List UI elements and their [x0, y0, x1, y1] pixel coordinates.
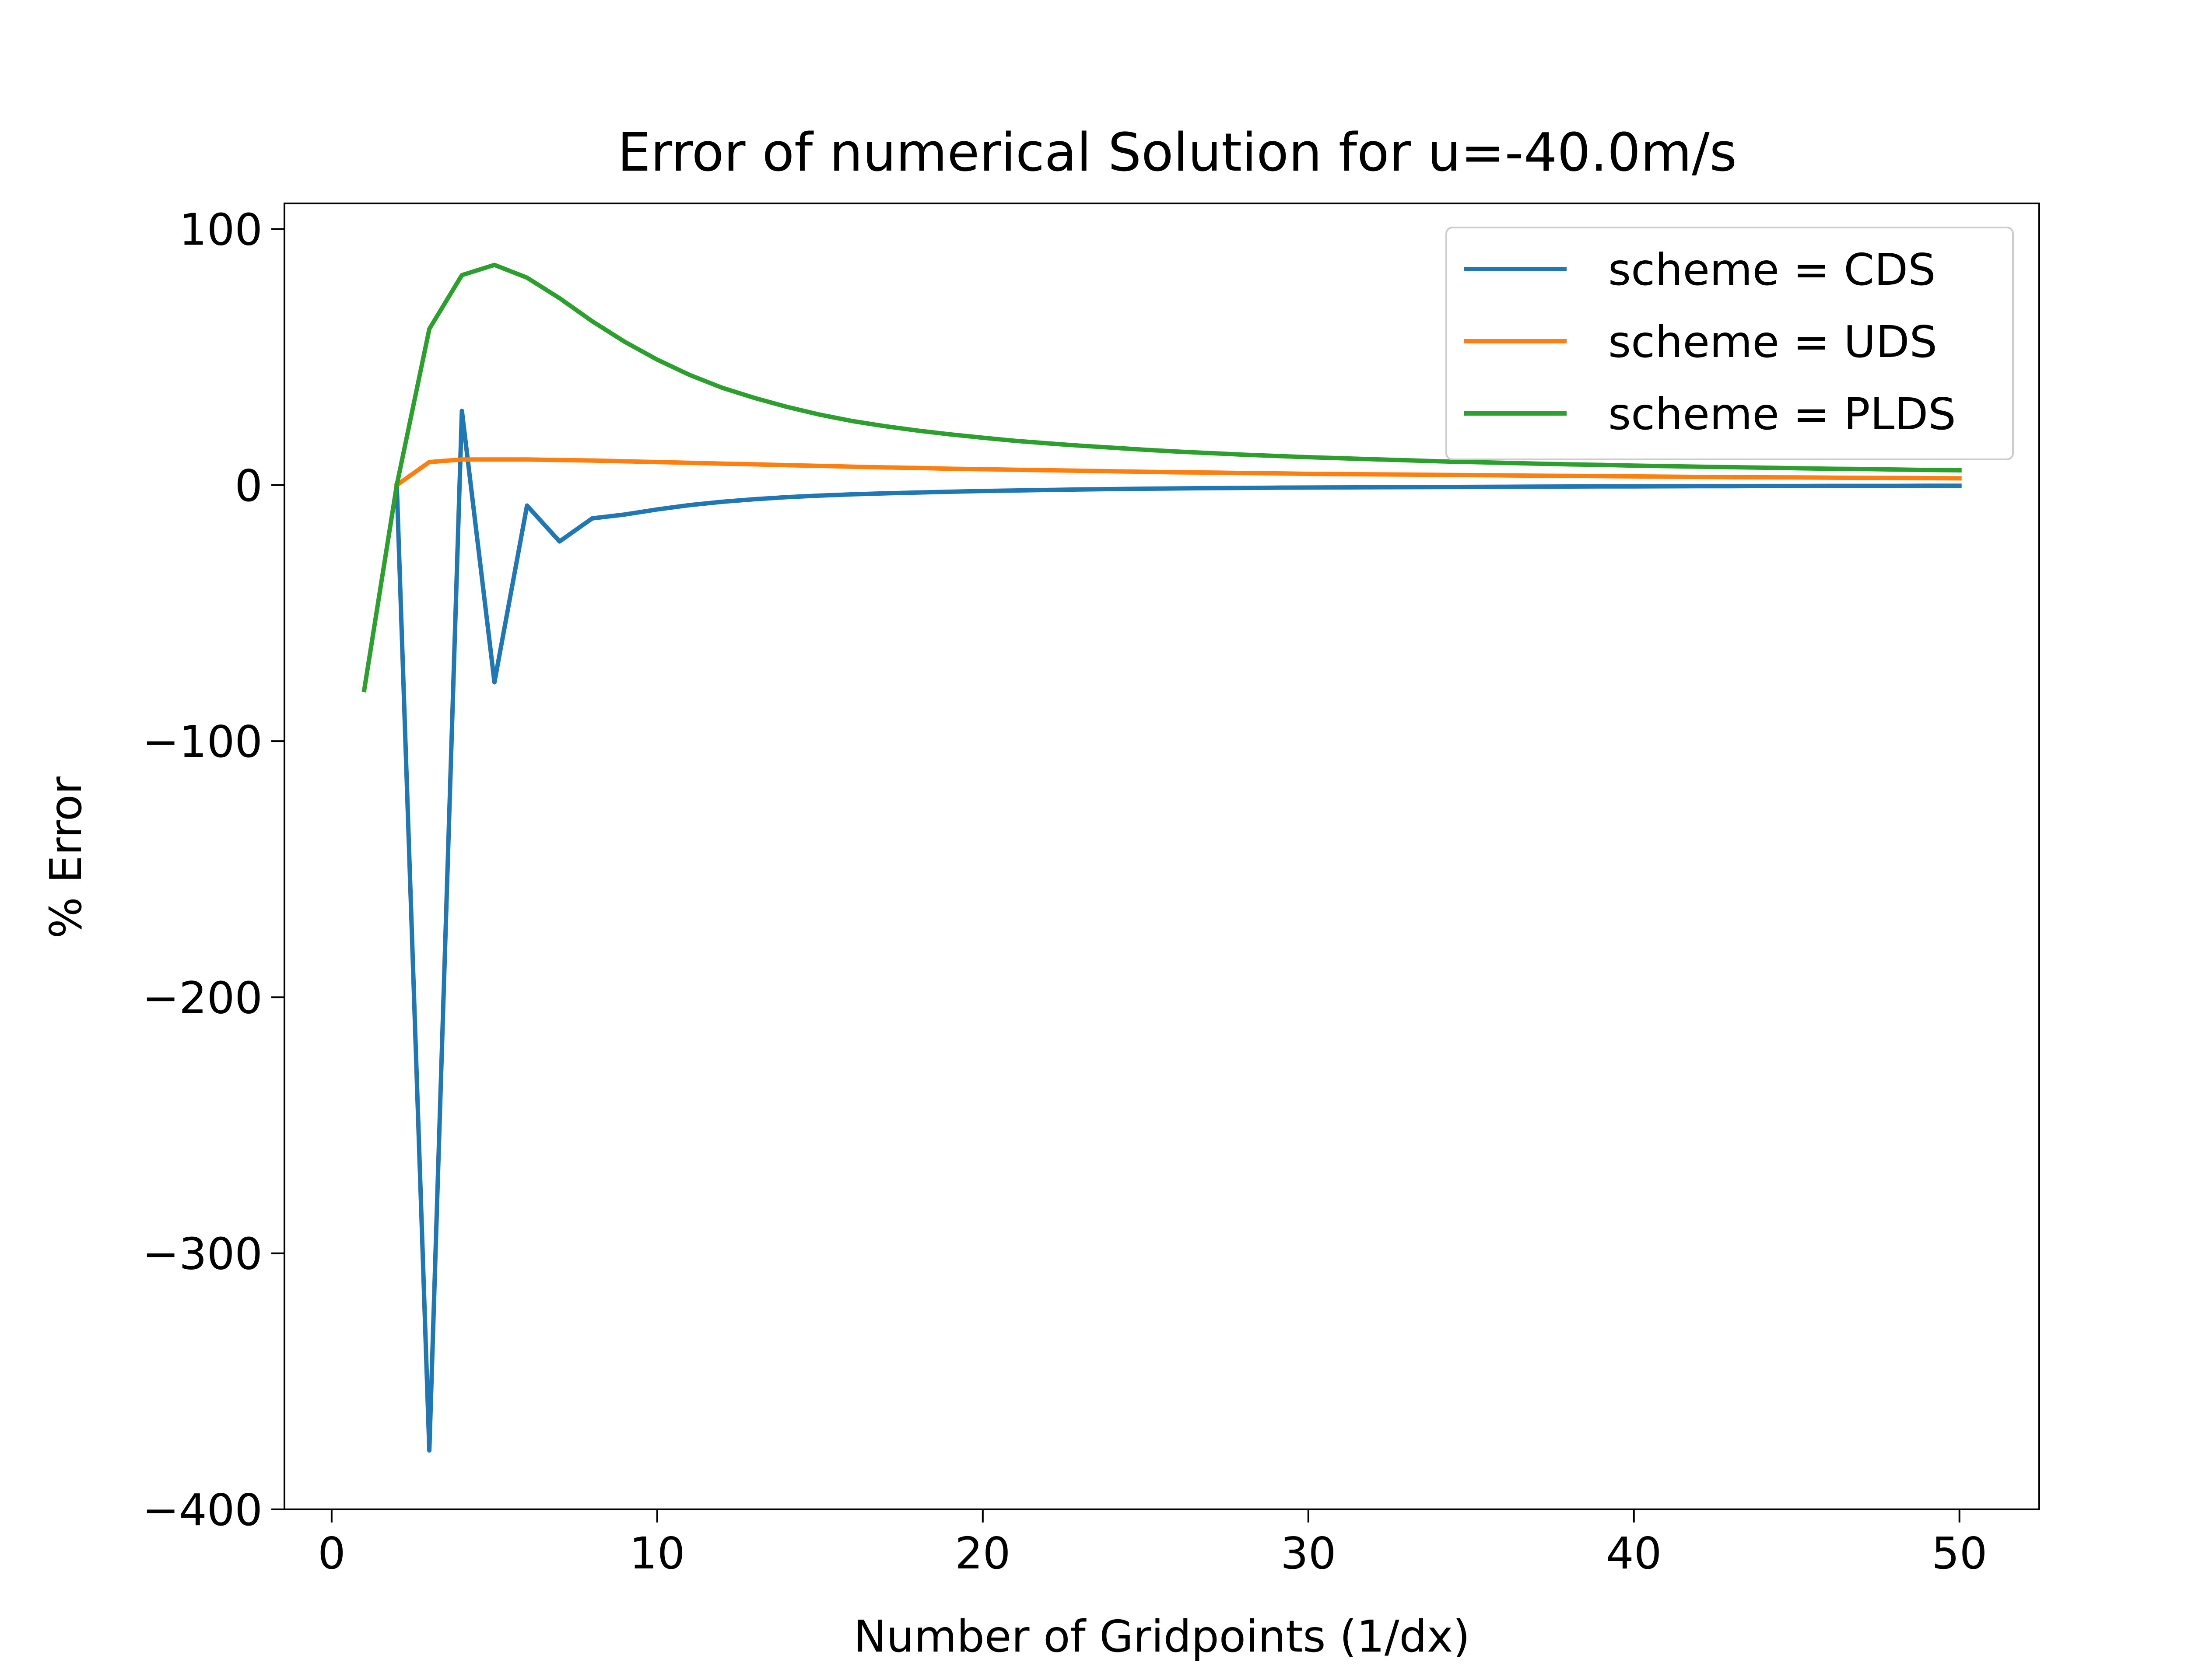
- y-tick-label: −300: [142, 1228, 263, 1280]
- x-tick-label: 20: [955, 1528, 1010, 1579]
- x-tick-label: 10: [629, 1528, 685, 1579]
- x-axis-label: Number of Gridpoints (1/dx): [854, 1611, 1470, 1662]
- series-line-plds: [361, 262, 1962, 693]
- legend: scheme = CDS scheme = UDS scheme = PLDS: [1445, 227, 2014, 460]
- legend-entries: scheme = CDS scheme = UDS scheme = PLDS: [1464, 244, 1956, 440]
- x-tick-label: 0: [318, 1528, 346, 1579]
- y-tick-label: −400: [142, 1484, 263, 1536]
- series-line-cds: [394, 409, 1962, 1453]
- y-tick-label: 100: [179, 204, 263, 256]
- legend-label: scheme = UDS: [1608, 316, 1937, 368]
- series-layer: [361, 262, 1962, 1453]
- x-tick-label: 30: [1280, 1528, 1336, 1579]
- legend-box: [1445, 227, 2014, 460]
- x-tick-label: 40: [1606, 1528, 1662, 1579]
- x-tick-label: 50: [1932, 1528, 1987, 1579]
- axes-frame: [284, 203, 2040, 1510]
- chart-title: Error of numerical Solution for u=-40.0m…: [617, 122, 1737, 183]
- y-tick-label: 0: [235, 460, 263, 511]
- series-line-uds: [393, 457, 1962, 488]
- y-tick-label: −200: [142, 972, 263, 1023]
- legend-label: scheme = PLDS: [1608, 388, 1956, 440]
- x-axis-ticks: 0 10 20 30 40 50: [318, 1509, 1987, 1579]
- y-tick-label: −100: [142, 716, 263, 767]
- y-axis-ticks: 100 0 −100 −200 −300 −400: [142, 204, 284, 1536]
- legend-label: scheme = CDS: [1608, 244, 1936, 295]
- plot-area: [284, 203, 2040, 1510]
- y-axis-label: % Error: [40, 776, 91, 938]
